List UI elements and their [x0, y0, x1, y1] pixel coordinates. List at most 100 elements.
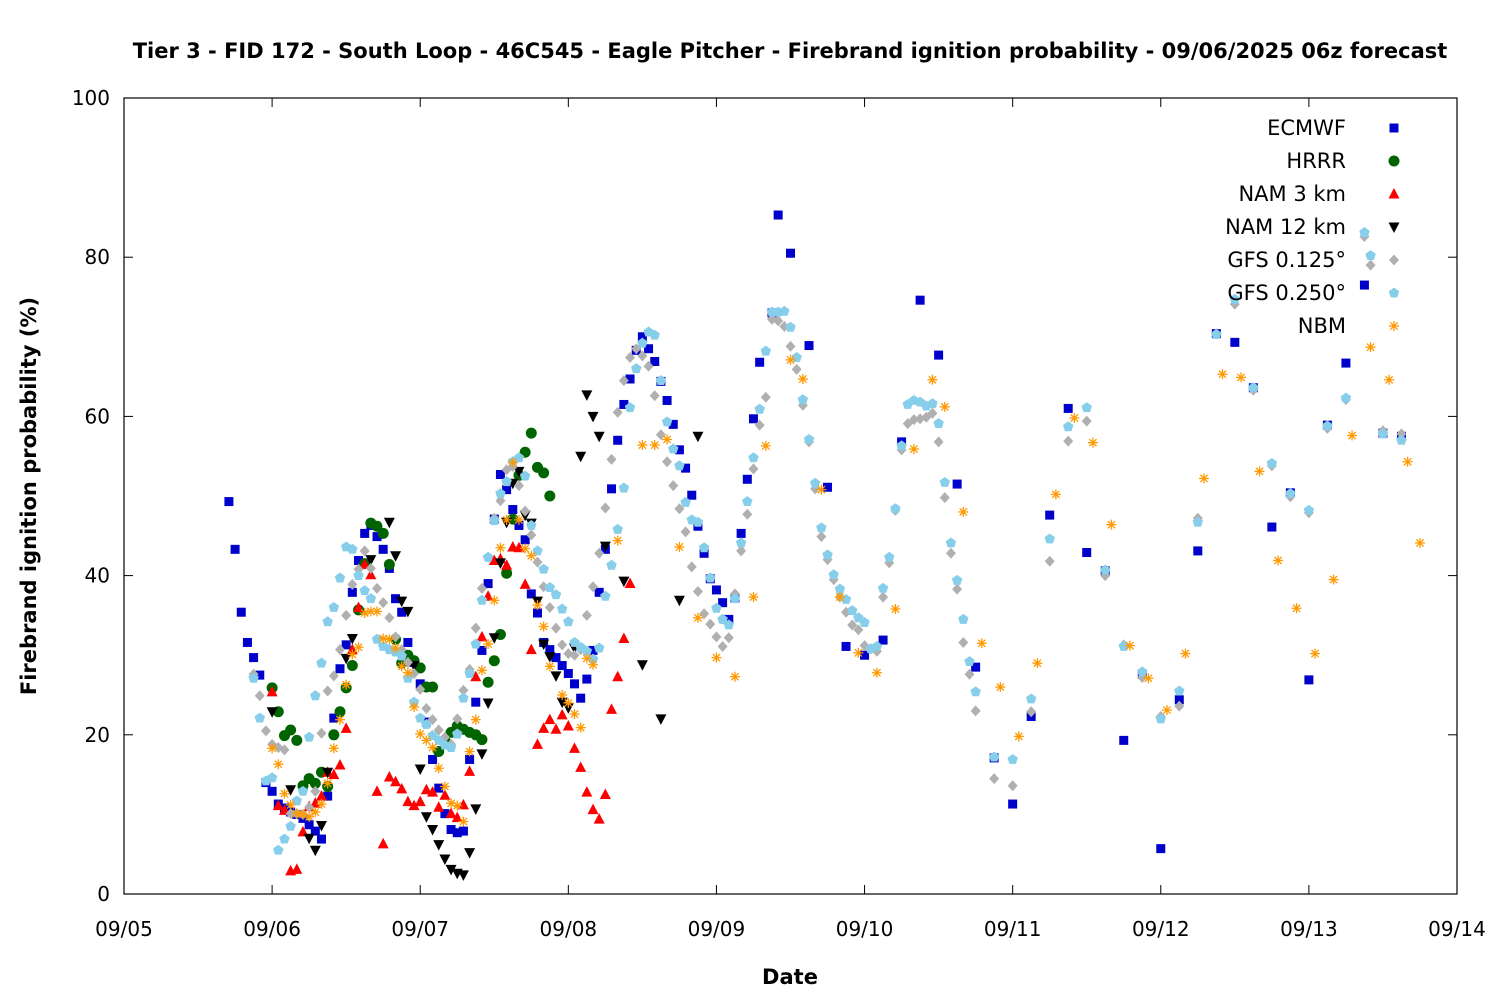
- legend-marker: [1389, 123, 1399, 133]
- data-point: [365, 562, 376, 574]
- data-point: [587, 411, 599, 423]
- data-point: [346, 633, 358, 645]
- data-point: [624, 577, 636, 589]
- data-point: [816, 522, 827, 533]
- data-point: [304, 820, 314, 830]
- legend-label: NBM: [1298, 314, 1346, 338]
- data-point: [464, 765, 476, 776]
- data-point: [470, 638, 481, 649]
- data-point: [445, 807, 457, 819]
- data-point: [415, 729, 426, 740]
- data-point: [594, 587, 604, 597]
- legend-marker: [1388, 188, 1400, 199]
- data-point: [717, 640, 728, 652]
- data-point: [544, 713, 556, 725]
- data-point: [557, 661, 567, 671]
- data-point: [359, 608, 370, 619]
- data-point: [655, 429, 666, 441]
- x-axis-label: Date: [762, 965, 818, 989]
- data-point: [958, 636, 969, 648]
- y-tick-label: 20: [85, 723, 110, 747]
- data-point: [748, 592, 759, 603]
- data-point: [409, 701, 420, 712]
- data-point: [773, 210, 783, 220]
- data-point: [1230, 337, 1240, 347]
- data-point: [1063, 403, 1073, 413]
- data-point: [1254, 466, 1265, 477]
- data-point: [754, 419, 765, 431]
- data-point: [581, 645, 593, 656]
- data-point: [266, 772, 278, 783]
- data-point: [575, 451, 587, 463]
- data-point: [513, 466, 525, 478]
- data-point: [1365, 250, 1376, 261]
- data-point: [464, 848, 476, 859]
- data-point: [649, 390, 660, 402]
- data-point: [945, 547, 956, 559]
- data-point: [581, 786, 593, 797]
- data-point: [266, 707, 278, 718]
- data-point: [760, 440, 771, 451]
- data-point: [315, 790, 327, 801]
- data-point: [699, 608, 710, 620]
- data-point: [970, 686, 981, 697]
- data-point: [575, 761, 587, 772]
- data-point: [822, 549, 833, 560]
- data-point: [482, 551, 494, 562]
- data-point: [1211, 328, 1222, 339]
- data-point: [551, 653, 561, 663]
- data-point: [372, 582, 383, 594]
- data-point: [1414, 537, 1425, 548]
- data-point: [927, 374, 938, 385]
- data-point: [390, 643, 401, 654]
- data-point: [458, 692, 469, 703]
- data-point: [742, 508, 753, 520]
- data-point: [1161, 705, 1172, 716]
- data-point: [562, 720, 574, 731]
- data-point: [718, 598, 728, 608]
- data-point: [279, 788, 290, 799]
- data-point: [939, 476, 951, 487]
- data-point: [414, 662, 426, 674]
- data-point: [569, 649, 580, 661]
- data-point: [1050, 489, 1061, 500]
- data-point: [630, 363, 642, 374]
- data-point: [618, 482, 630, 493]
- data-point: [329, 713, 339, 723]
- data-point: [834, 583, 846, 594]
- data-point: [414, 712, 426, 723]
- legend-label: HRRR: [1286, 149, 1346, 173]
- data-point: [773, 315, 784, 327]
- data-point: [692, 516, 704, 527]
- data-point: [674, 445, 684, 455]
- data-point: [482, 676, 494, 688]
- data-point: [254, 712, 265, 723]
- data-point: [588, 659, 599, 670]
- data-point: [477, 645, 487, 655]
- data-point: [304, 801, 315, 813]
- data-point: [613, 435, 623, 445]
- data-point: [316, 727, 327, 739]
- data-point: [334, 644, 345, 656]
- data-point: [563, 697, 574, 708]
- x-tick-label: 09/12: [1132, 917, 1190, 941]
- data-point: [1273, 555, 1284, 566]
- data-point: [397, 607, 407, 617]
- data-point: [550, 723, 562, 734]
- data-point: [427, 786, 439, 797]
- data-point: [673, 595, 685, 607]
- data-point: [748, 452, 759, 463]
- data-point: [915, 295, 925, 305]
- data-point: [341, 679, 352, 690]
- x-tick-label: 09/14: [1428, 917, 1486, 941]
- data-point: [538, 722, 550, 733]
- data-point: [538, 467, 550, 479]
- data-point: [476, 665, 487, 676]
- data-point: [372, 532, 382, 542]
- data-point: [958, 506, 969, 517]
- data-point: [680, 496, 691, 507]
- y-tick-label: 40: [85, 564, 110, 588]
- data-point: [402, 606, 414, 618]
- data-point: [310, 826, 320, 836]
- data-point: [427, 825, 439, 836]
